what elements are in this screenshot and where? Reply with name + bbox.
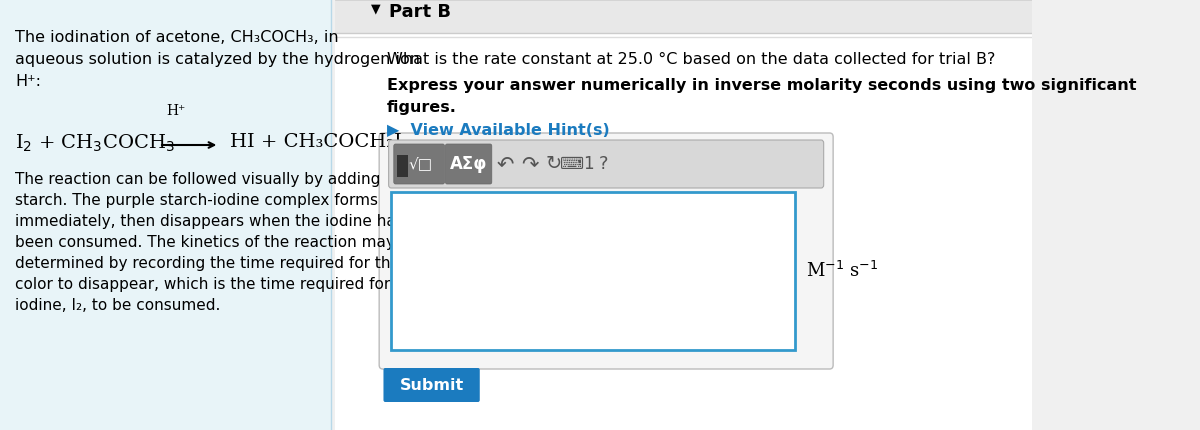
Text: starch. The purple starch-iodine complex forms: starch. The purple starch-iodine complex… [16, 193, 378, 208]
Text: ▶  View Available Hint(s): ▶ View Available Hint(s) [386, 123, 610, 138]
Text: ↻: ↻ [546, 154, 562, 173]
Text: What is the rate constant at 25.0 °C based on the data collected for trial B?: What is the rate constant at 25.0 °C bas… [386, 52, 995, 67]
Text: M$^{-1}$ s$^{-1}$: M$^{-1}$ s$^{-1}$ [806, 261, 878, 281]
Bar [0, 0, 331, 430]
Text: figures.: figures. [386, 100, 457, 115]
Text: ↶: ↶ [497, 154, 515, 174]
Text: ?: ? [599, 155, 608, 173]
FancyBboxPatch shape [397, 155, 408, 177]
Text: H⁺:: H⁺: [16, 74, 42, 89]
Text: color to disappear, which is the time required for the: color to disappear, which is the time re… [16, 277, 421, 292]
Text: H⁺: H⁺ [167, 104, 186, 118]
Bar [391, 192, 796, 350]
Text: AΣφ: AΣφ [450, 155, 487, 173]
FancyBboxPatch shape [379, 133, 833, 369]
Text: The iodination of acetone, CH₃COCH₃, in: The iodination of acetone, CH₃COCH₃, in [16, 30, 340, 45]
FancyBboxPatch shape [384, 368, 480, 402]
Text: iodine, I₂, to be consumed.: iodine, I₂, to be consumed. [16, 298, 221, 313]
Text: The reaction can be followed visually by adding: The reaction can be followed visually by… [16, 172, 380, 187]
Text: been consumed. The kinetics of the reaction may be: been consumed. The kinetics of the react… [16, 235, 420, 250]
Bar [335, 0, 1032, 430]
Text: determined by recording the time required for the: determined by recording the time require… [16, 256, 401, 271]
FancyBboxPatch shape [389, 140, 823, 188]
Text: aqueous solution is catalyzed by the hydrogen ion: aqueous solution is catalyzed by the hyd… [16, 52, 420, 67]
FancyBboxPatch shape [445, 144, 492, 184]
Text: Express your answer numerically in inverse molarity seconds using two significan: Express your answer numerically in inver… [386, 78, 1136, 93]
Text: √□: √□ [408, 157, 432, 172]
Text: immediately, then disappears when the iodine has: immediately, then disappears when the io… [16, 214, 404, 229]
Text: HI + CH₃COCH₂I: HI + CH₃COCH₂I [230, 133, 402, 151]
Bar [335, 0, 1032, 33]
FancyBboxPatch shape [394, 144, 444, 184]
Text: ▼: ▼ [372, 2, 382, 15]
Text: Submit: Submit [400, 378, 463, 393]
Text: ↷: ↷ [521, 154, 539, 174]
Text: I$_2$ + CH$_3$COCH$_3$: I$_2$ + CH$_3$COCH$_3$ [16, 133, 175, 154]
Text: Part B: Part B [389, 3, 451, 21]
Text: ⌨1: ⌨1 [560, 155, 595, 173]
